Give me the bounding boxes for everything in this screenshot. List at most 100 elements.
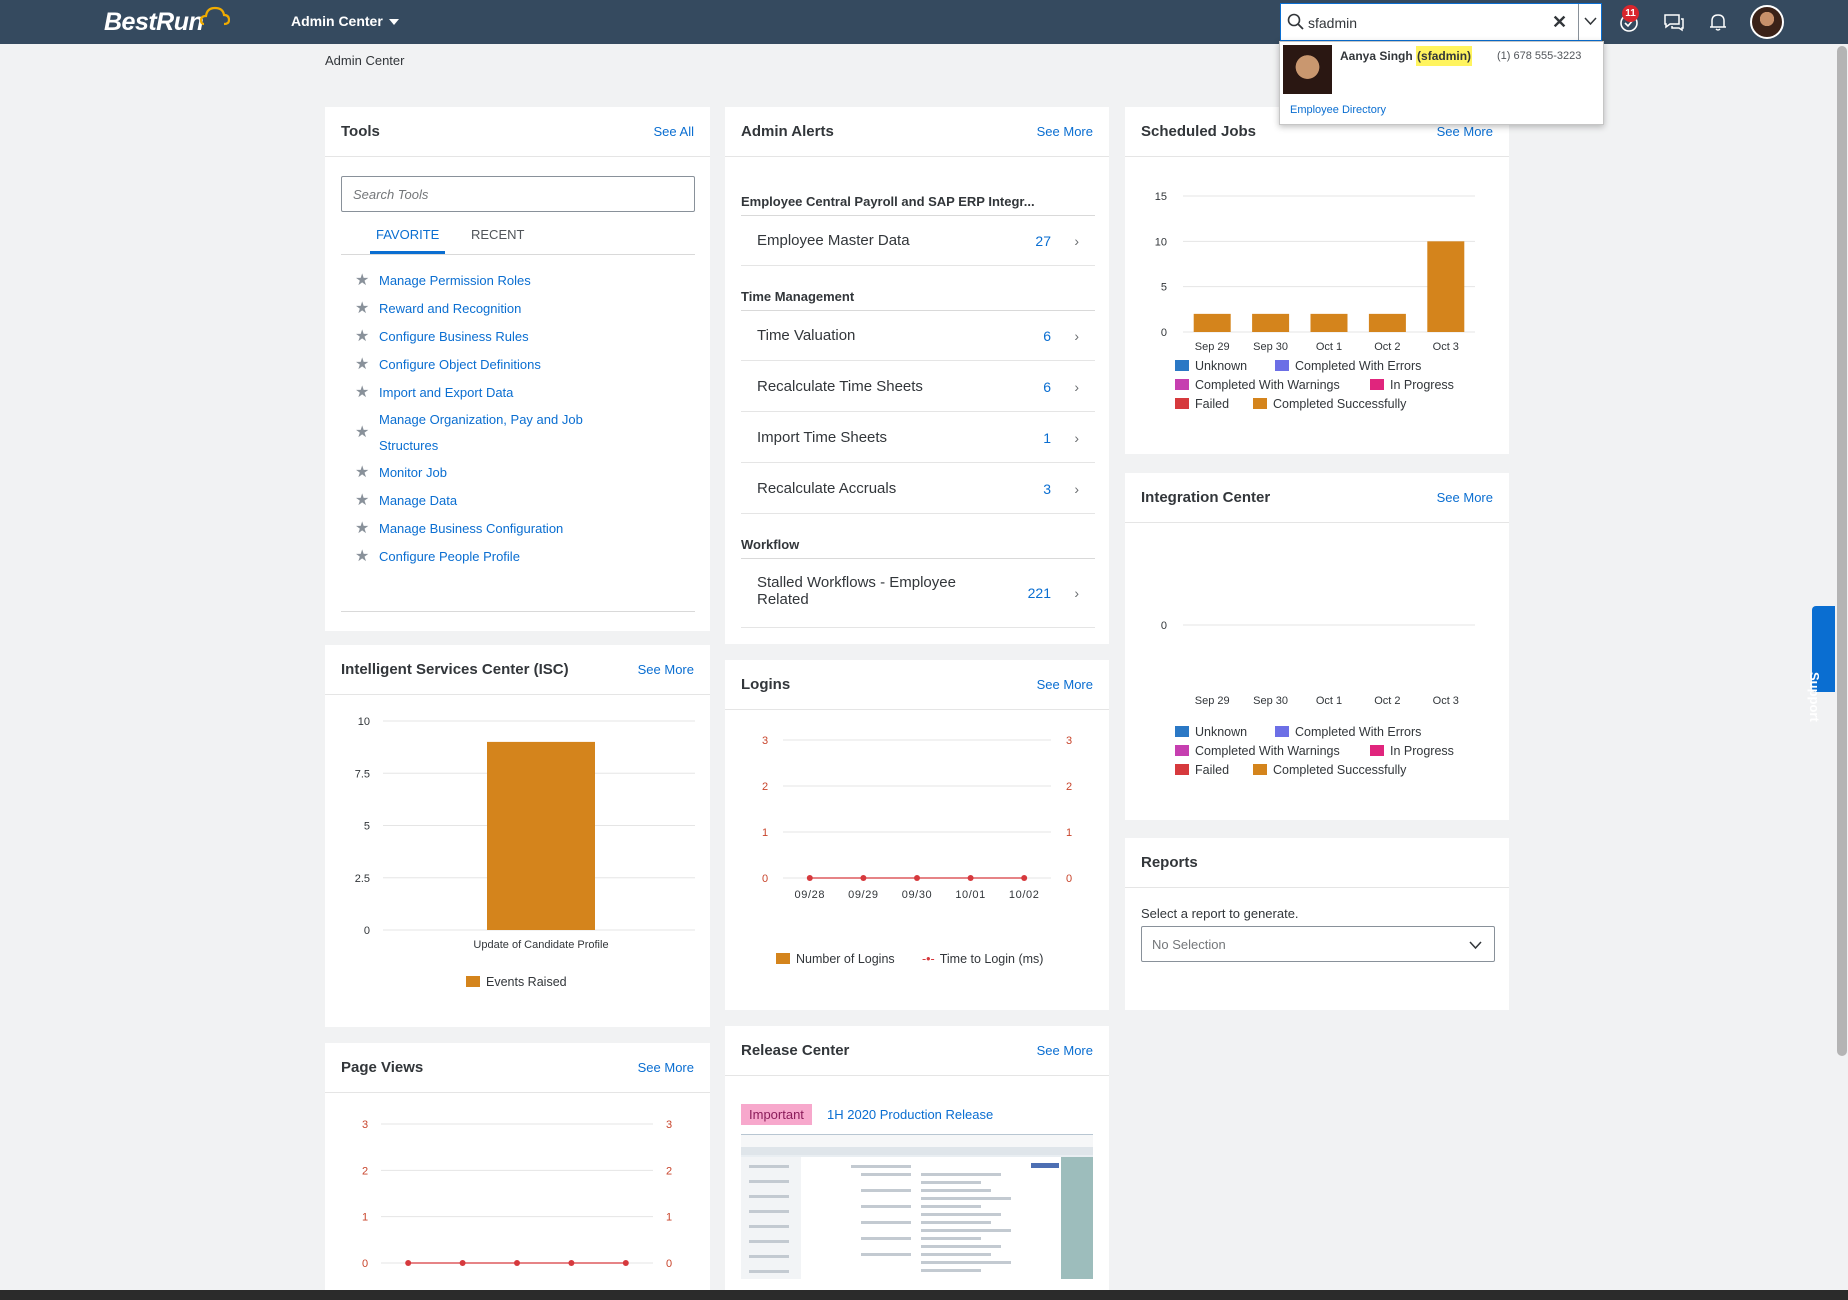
alert-label: Recalculate Accruals [757, 480, 897, 497]
star-icon[interactable]: ★ [355, 548, 370, 565]
see-more-link[interactable]: See More [1036, 1043, 1093, 1058]
star-icon[interactable]: ★ [355, 328, 370, 345]
data-point [914, 875, 920, 881]
see-more-link[interactable]: See More [1036, 677, 1093, 692]
release-preview-image[interactable] [741, 1134, 1093, 1279]
employee-directory-link[interactable]: Employee Directory [1290, 104, 1386, 116]
tool-link[interactable]: ★ Monitor Job [341, 459, 695, 487]
see-more-link[interactable]: See More [1036, 124, 1093, 139]
legend-item[interactable]: Completed With Errors [1275, 725, 1421, 739]
legend-label: Number of Logins [796, 952, 895, 966]
legend-item[interactable]: Number of Logins [776, 952, 895, 966]
tool-link[interactable]: ★ Configure Business Rules [341, 323, 695, 351]
see-more-link[interactable]: See More [637, 662, 694, 677]
legend-item[interactable]: Completed With Warnings [1175, 378, 1340, 392]
tools-card: Tools See All Search Tools FAVORITE RECE… [325, 107, 710, 631]
tool-label: Configure Business Rules [379, 329, 529, 344]
tool-label: Manage Permission Roles [379, 273, 531, 288]
release-link[interactable]: 1H 2020 Production Release [827, 1107, 994, 1122]
tool-link[interactable]: ★ Configure Object Definitions [341, 351, 695, 379]
employee-username: (sfadmin) [1416, 46, 1473, 66]
card-header: Logins See More [725, 660, 1109, 710]
star-icon[interactable]: ★ [355, 520, 370, 537]
alert-row[interactable]: Employee Master Data 27 › [741, 215, 1095, 266]
tool-link[interactable]: ★ Manage Permission Roles [341, 267, 695, 295]
see-more-link[interactable]: See More [1436, 490, 1493, 505]
y-tick-label: 2.5 [355, 873, 370, 885]
see-more-link[interactable]: See More [1436, 124, 1493, 139]
admin-center-menu[interactable]: Admin Center [291, 13, 399, 29]
y-tick-label-left: 3 [762, 735, 768, 747]
legend-item[interactable]: Completed With Errors [1275, 359, 1421, 373]
data-point [967, 875, 974, 881]
star-icon[interactable]: ★ [355, 300, 370, 317]
search-field[interactable]: sfadmin ✕ [1280, 3, 1602, 41]
alert-row[interactable]: Recalculate Accruals 3 › [741, 463, 1095, 514]
company-logo[interactable]: BestRun [104, 6, 230, 37]
y-tick-label-right: 1 [666, 1212, 672, 1224]
search-input[interactable]: sfadmin [1308, 15, 1358, 31]
legend-item[interactable]: Events Raised [466, 975, 567, 989]
card-title: Release Center [741, 1042, 850, 1059]
alert-row[interactable]: Recalculate Time Sheets 6 › [741, 361, 1095, 412]
tool-link[interactable]: ★ Manage Organization, Pay and Job Struct… [341, 407, 601, 459]
legend-item[interactable]: In Progress [1370, 744, 1454, 758]
tab-recent[interactable]: RECENT [471, 227, 525, 242]
card-header: Scheduled Jobs See More [1125, 107, 1509, 157]
star-icon[interactable]: ★ [355, 464, 370, 481]
tool-link[interactable]: ★ Configure People Profile [341, 543, 695, 571]
legend-item[interactable]: Unknown [1175, 725, 1247, 739]
see-more-link[interactable]: See More [637, 1060, 694, 1075]
scrollbar-thumb[interactable] [1837, 46, 1847, 1056]
legend-label: Events Raised [486, 975, 567, 989]
star-icon[interactable]: ★ [355, 272, 370, 289]
legend-swatch [1275, 726, 1289, 737]
y-tick-label: 7.5 [355, 768, 370, 780]
bar [1368, 313, 1406, 332]
isc-card: Intelligent Services Center (ISC) See Mo… [325, 645, 710, 1027]
legend-swatch [1253, 398, 1267, 409]
tab-favorite[interactable]: FAVORITE [369, 227, 446, 254]
legend-item[interactable]: In Progress [1370, 378, 1454, 392]
legend-item[interactable]: Completed Successfully [1253, 763, 1406, 777]
alert-section-title: Time Management [741, 289, 1095, 311]
legend-item[interactable]: Failed [1175, 763, 1229, 777]
alert-row[interactable]: Import Time Sheets 1 › [741, 412, 1095, 463]
legend-swatch [1175, 379, 1189, 390]
tool-label: Manage Organization, Pay and Job Structu… [379, 412, 583, 453]
see-all-link[interactable]: See All [653, 124, 694, 139]
tool-link[interactable]: ★ Manage Business Configuration [341, 515, 695, 543]
y-tick-label-right: 2 [666, 1165, 672, 1177]
bell-icon[interactable] [1706, 10, 1730, 34]
chevron-down-icon [1584, 17, 1597, 26]
star-icon[interactable]: ★ [355, 492, 370, 509]
star-icon[interactable]: ★ [355, 356, 370, 373]
legend-item[interactable]: -•- Time to Login (ms) [922, 952, 1043, 966]
star-icon[interactable]: ★ [355, 424, 370, 441]
report-select[interactable]: No Selection [1141, 926, 1495, 962]
tools-search-input[interactable]: Search Tools [341, 176, 695, 212]
alert-label: Time Valuation [757, 327, 856, 344]
suggestion-employee[interactable]: Aanya Singh (sfadmin) [1340, 46, 1473, 66]
legend-item[interactable]: Unknown [1175, 359, 1247, 373]
tool-link[interactable]: ★ Import and Export Data [341, 379, 695, 407]
legend-swatch [1370, 379, 1384, 390]
clear-icon[interactable]: ✕ [1552, 12, 1568, 32]
user-avatar[interactable] [1750, 5, 1784, 39]
tool-link[interactable]: ★ Reward and Recognition [341, 295, 695, 323]
star-icon[interactable]: ★ [355, 384, 370, 401]
feedback-icon[interactable] [1662, 10, 1686, 34]
alert-section-title: Employee Central Payroll and SAP ERP Int… [741, 194, 1095, 216]
alert-count: 27 [1035, 233, 1051, 249]
alert-row[interactable]: Stalled Workflows - Employee Related 221… [741, 558, 1095, 628]
legend-item[interactable]: Failed [1175, 397, 1229, 411]
logins-card: Logins See More 0 0 1 1 2 2 3 3 09/28 09/29 09/30 1… [725, 660, 1109, 1010]
x-tick-label: 10/01 [955, 889, 986, 901]
report-select-value: No Selection [1152, 937, 1226, 952]
employee-photo[interactable] [1283, 45, 1332, 94]
search-scope-dropdown[interactable] [1578, 4, 1602, 40]
alert-row[interactable]: Time Valuation 6 › [741, 310, 1095, 361]
legend-item[interactable]: Completed With Warnings [1175, 744, 1340, 758]
tool-link[interactable]: ★ Manage Data [341, 487, 695, 515]
legend-item[interactable]: Completed Successfully [1253, 397, 1406, 411]
